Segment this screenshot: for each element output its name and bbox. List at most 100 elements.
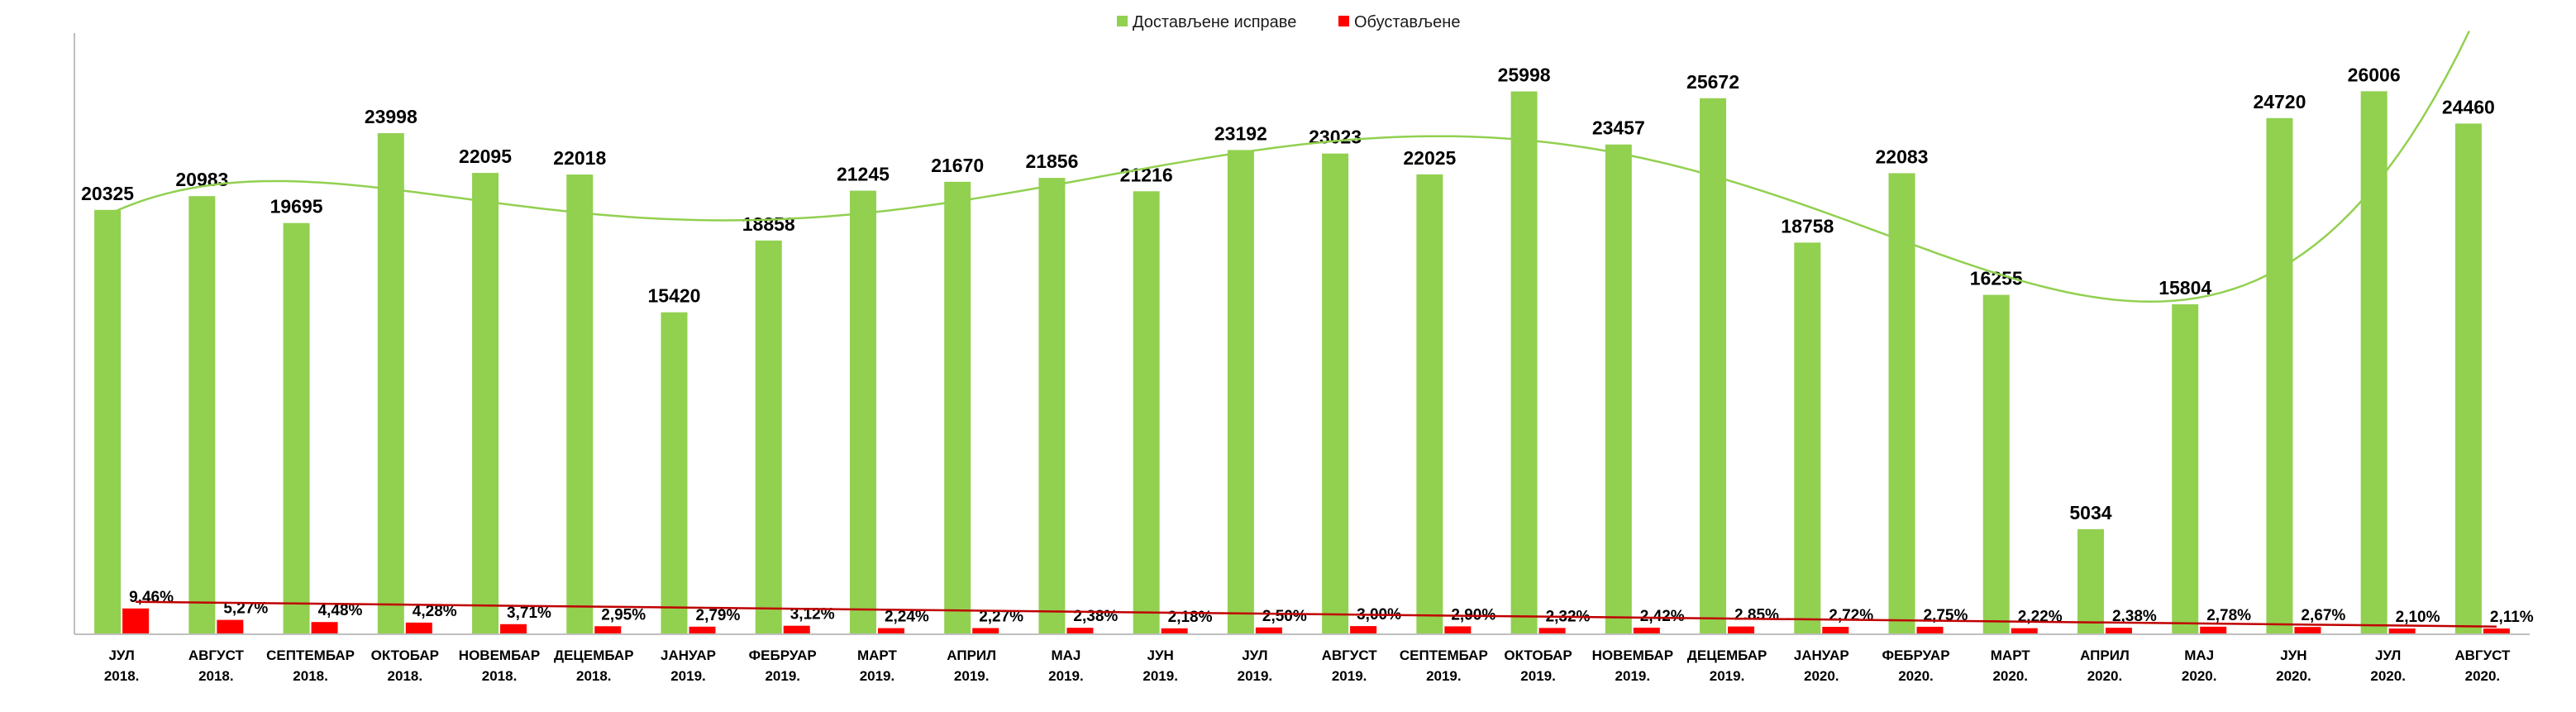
bar-suspended: [972, 628, 999, 634]
bar-submitted: [377, 133, 404, 634]
bar-submitted: [1322, 153, 1349, 634]
data-label-submitted: 22095: [459, 146, 512, 167]
data-label-submitted: 25998: [1498, 65, 1551, 86]
x-tick-label: МАРТ: [1991, 647, 2031, 663]
bar-suspended: [217, 619, 244, 634]
x-tick-label: ЈУЛ: [2375, 647, 2401, 663]
data-label-suspended: 2,50%: [1262, 608, 1307, 625]
data-label-suspended: 3,71%: [507, 604, 551, 622]
bar-suspended: [1822, 627, 1849, 634]
x-tick-label: НОВЕМБАР: [1592, 647, 1673, 663]
bar-suspended: [2200, 626, 2227, 634]
bar-suspended: [1066, 628, 1094, 634]
x-tick-label: 2020.: [2370, 668, 2406, 684]
x-tick-label: 2019.: [1426, 668, 1462, 684]
bar-suspended: [2105, 628, 2132, 634]
x-tick-label: 2018.: [482, 668, 518, 684]
data-label-suspended: 2,78%: [2206, 607, 2251, 624]
x-tick-label: 2020.: [2465, 668, 2501, 684]
x-tick-label: 2020.: [2276, 668, 2311, 684]
x-tick-label: 2019.: [765, 668, 800, 684]
legend: Достављене исправе Обустављене: [1117, 13, 1460, 31]
x-tick-label: 2018.: [198, 668, 234, 684]
data-label-submitted: 23192: [1214, 122, 1267, 144]
data-label-submitted: 15420: [648, 285, 701, 307]
bar-submitted: [2172, 303, 2199, 634]
x-tick-label: 2019.: [1520, 668, 1556, 684]
plot-area: 203259,46%ЈУЛ2018.209835,27%АВГУСТ2018.1…: [74, 30, 2534, 684]
data-label-suspended: 2,18%: [1168, 609, 1213, 626]
x-tick-label: ЈАНУАР: [661, 647, 716, 663]
bar-submitted: [1416, 174, 1443, 634]
x-tick-label: 2019.: [670, 668, 706, 684]
data-label-submitted: 24720: [2253, 91, 2306, 112]
bar-suspended: [1255, 627, 1282, 634]
data-label-suspended: 4,28%: [413, 603, 457, 620]
bar-suspended: [689, 626, 716, 634]
x-tick-label: 2019.: [1332, 668, 1367, 684]
x-tick-label: ФЕБРУАР: [1882, 647, 1949, 663]
data-label-submitted: 15804: [2159, 277, 2211, 299]
x-tick-label: 2019.: [1238, 668, 1273, 684]
data-label-suspended: 2,42%: [1640, 608, 1685, 625]
x-tick-label: АПРИЛ: [2080, 647, 2130, 663]
data-label-submitted: 21245: [837, 164, 890, 185]
bar-suspended: [2294, 627, 2321, 634]
data-label-suspended: 4,48%: [318, 602, 363, 619]
data-label-submitted: 23998: [365, 106, 417, 127]
data-label-suspended: 2,38%: [2112, 608, 2157, 625]
x-tick-label: 2019.: [954, 668, 990, 684]
bar-submitted: [1133, 191, 1160, 634]
x-tick-label: ЈУЛ: [1242, 647, 1267, 663]
bar-suspended: [500, 624, 527, 634]
data-label-suspended: 2,95%: [601, 606, 646, 624]
bar-submitted: [94, 209, 122, 634]
bar-submitted: [2360, 91, 2388, 634]
x-tick-label: 2019.: [1615, 668, 1651, 684]
bar-suspended: [2388, 628, 2416, 634]
x-tick-label: АВГУСТ: [2454, 647, 2511, 663]
x-tick-label: МАЈ: [1051, 647, 1080, 663]
x-tick-label: 2018.: [104, 668, 140, 684]
data-label-submitted: 25672: [1686, 71, 1739, 93]
bar-submitted: [661, 312, 688, 634]
x-tick-label: ЈАНУАР: [1794, 647, 1849, 663]
x-tick-label: ЈУН: [2280, 647, 2306, 663]
x-tick-label: 2018.: [388, 668, 423, 684]
data-label-suspended: 2,38%: [1073, 608, 1118, 625]
x-tick-label: 2019.: [860, 668, 895, 684]
data-label-suspended: 2,79%: [696, 607, 741, 624]
data-label-submitted: 23023: [1309, 127, 1362, 148]
bar-suspended: [594, 626, 622, 634]
data-label-submitted: 18858: [742, 213, 795, 235]
x-tick-label: 2020.: [1898, 668, 1934, 684]
data-label-suspended: 9,46%: [129, 589, 174, 606]
x-tick-label: 2019.: [1710, 668, 1745, 684]
legend-label-suspended: Обустављене: [1354, 13, 1460, 31]
bar-submitted: [1605, 144, 1632, 634]
bar-submitted: [283, 222, 310, 634]
x-tick-label: ЈУН: [1147, 647, 1173, 663]
bar-submitted: [2266, 117, 2293, 634]
data-label-submitted: 18758: [1781, 215, 1834, 237]
x-tick-label: 2020.: [2087, 668, 2123, 684]
x-tick-label: НОВЕМБАР: [459, 647, 540, 663]
x-tick-label: ЈУЛ: [108, 647, 134, 663]
data-label-submitted: 22083: [1876, 146, 1929, 167]
bar-submitted: [944, 181, 971, 634]
bar-submitted: [1510, 91, 1538, 635]
data-label-suspended: 3,12%: [790, 606, 835, 624]
data-label-submitted: 23457: [1592, 117, 1645, 139]
x-tick-label: АВГУСТ: [1322, 647, 1378, 663]
bar-suspended: [122, 608, 150, 634]
bar-suspended: [783, 625, 810, 634]
x-tick-label: 2020.: [1804, 668, 1839, 684]
legend-swatch-submitted: [1117, 16, 1128, 26]
data-label-submitted: 21856: [1025, 151, 1078, 172]
bar-submitted: [188, 196, 216, 634]
x-tick-label: СЕПТЕМБАР: [1400, 647, 1488, 663]
bar-suspended: [2483, 628, 2510, 634]
data-label-suspended: 2,24%: [885, 609, 929, 626]
